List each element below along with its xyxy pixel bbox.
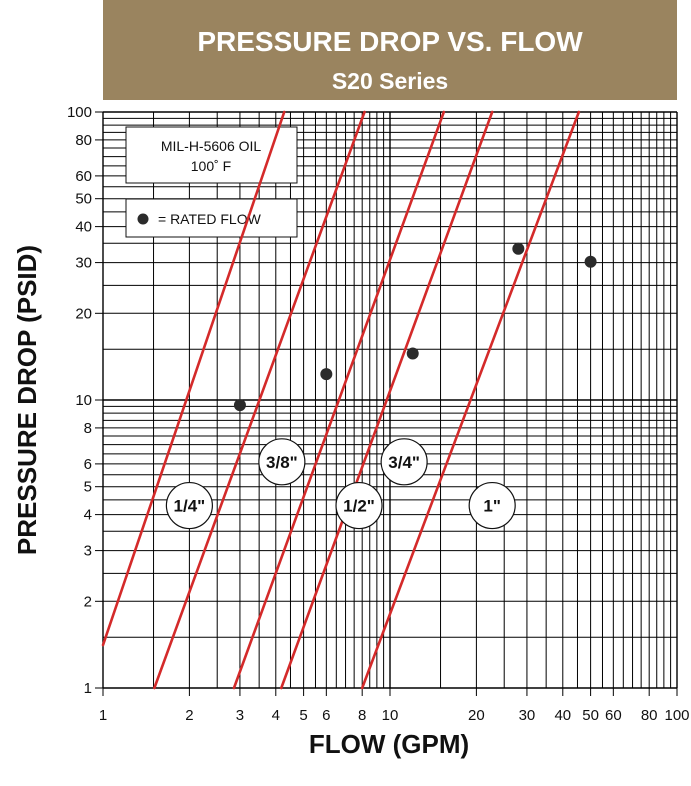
x-tick-label: 50 <box>582 707 599 724</box>
x-tick-label: 80 <box>641 707 658 724</box>
y-tick-label: 3 <box>84 543 92 560</box>
y-tick-label: 20 <box>75 305 92 322</box>
chart-title: PRESSURE DROP VS. FLOW <box>197 26 583 57</box>
x-tick-label: 40 <box>554 707 571 724</box>
chart-header: PRESSURE DROP VS. FLOW S20 Series <box>103 0 677 100</box>
chart-subtitle: S20 Series <box>332 68 448 94</box>
fluid-temperature-label: 100˚ F <box>191 158 231 174</box>
y-tick-label: 2 <box>84 593 92 610</box>
series-line <box>360 110 581 690</box>
rated-flow-points <box>233 242 597 412</box>
fluid-type-label: MIL-H-5606 OIL <box>161 138 262 154</box>
x-tick-label: 2 <box>185 707 193 724</box>
series-label-text: 1/2" <box>343 497 375 516</box>
x-tick-label: 20 <box>468 707 485 724</box>
y-tick-label: 5 <box>84 479 92 496</box>
x-axis-title: FLOW (GPM) <box>309 729 469 759</box>
series-line <box>153 110 366 690</box>
y-tick-label: 100 <box>67 104 92 121</box>
series-label-badge <box>335 481 383 530</box>
series-label-badge <box>165 481 213 530</box>
series-label-text: 3/4" <box>388 453 420 472</box>
series-line <box>279 110 494 690</box>
rated-flow-point <box>512 242 525 255</box>
y-tick-label: 1 <box>84 680 92 697</box>
series-labels: 1/4" 3/8" 1/2" 3/4" 1" <box>165 438 516 530</box>
x-tick-label: 30 <box>519 707 536 724</box>
series-label-badge <box>468 481 516 530</box>
axis-ticks <box>95 111 678 696</box>
rated-flow-point <box>584 255 597 268</box>
series-lines <box>101 110 581 690</box>
grid <box>102 111 678 689</box>
y-tick-label: 6 <box>84 456 92 473</box>
y-tick-label: 40 <box>75 219 92 236</box>
y-tick-label: 8 <box>84 420 92 437</box>
x-tick-label: 8 <box>358 707 366 724</box>
y-tick-label: 50 <box>75 191 92 208</box>
x-axis-tick-labels: 1 2 3 4 5 6 8 10 20 30 40 50 60 80 100 <box>99 707 690 724</box>
y-tick-label: 80 <box>75 132 92 149</box>
x-tick-label: 100 <box>664 707 689 724</box>
y-tick-label: 60 <box>75 168 92 185</box>
fluid-info-box: MIL-H-5606 OIL 100˚ F <box>125 126 298 184</box>
y-axis-tick-labels: 1 2 3 4 5 6 8 10 20 30 40 50 60 80 100 <box>67 104 92 697</box>
series-label-badge <box>258 438 306 486</box>
series-label-text: 1" <box>483 497 501 516</box>
series-label-text: 3/8" <box>266 453 298 472</box>
x-tick-label: 10 <box>382 707 399 724</box>
rated-flow-point <box>320 368 333 381</box>
x-tick-label: 3 <box>236 707 244 724</box>
x-tick-label: 6 <box>322 707 330 724</box>
y-axis-title: PRESSURE DROP (PSID) <box>12 245 42 555</box>
series-line <box>232 110 446 690</box>
fluid-info-frame <box>125 126 298 184</box>
y-tick-label: 10 <box>75 392 92 409</box>
y-tick-label: 30 <box>75 255 92 272</box>
legend: = RATED FLOW <box>125 198 298 238</box>
series-label-badge <box>380 438 428 486</box>
series-label-text: 1/4" <box>174 497 206 516</box>
rated-flow-point <box>233 399 246 412</box>
x-tick-label: 60 <box>605 707 622 724</box>
rated-flow-point <box>406 347 419 360</box>
series-line <box>101 110 286 647</box>
header-banner <box>103 0 677 100</box>
x-tick-label: 5 <box>299 707 307 724</box>
x-tick-label: 4 <box>272 707 280 724</box>
legend-frame <box>125 198 298 238</box>
x-tick-label: 1 <box>99 707 107 724</box>
legend-rated-flow-label: = RATED FLOW <box>158 211 262 227</box>
legend-rated-flow-marker <box>137 213 149 225</box>
y-tick-label: 4 <box>84 507 92 524</box>
